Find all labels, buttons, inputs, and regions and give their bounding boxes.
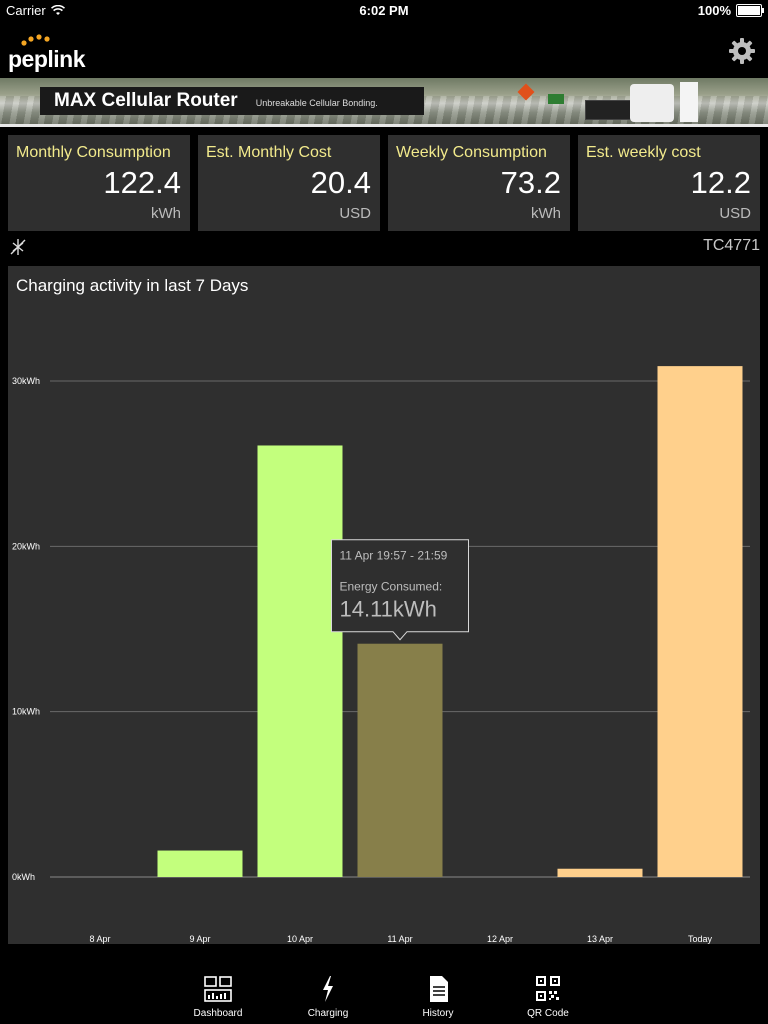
stat-unit: kWh (151, 205, 181, 222)
tab-label: History (422, 1008, 454, 1019)
qr-code-icon (536, 976, 560, 1001)
chart-tooltip: 11 Apr 19:57 - 21:59 Energy Consumed: 14.1… (331, 539, 469, 641)
status-bar: Carrier 6:02 PM 100% (0, 0, 768, 22)
tab-label: Charging (307, 1008, 349, 1019)
nav-bar: peplink (0, 22, 768, 78)
tooltip-box (331, 539, 469, 641)
y-tick-label: 20kWh (12, 541, 40, 551)
x-tick-label: 11 Apr (387, 934, 412, 944)
battery-icon (736, 4, 764, 17)
promo-banner[interactable]: MAX Cellular Router Unbreakable Cellular… (0, 78, 768, 124)
stat-label: Weekly Consumption (396, 144, 547, 161)
tab-charging[interactable]: Charging (288, 976, 368, 1019)
stat-label: Monthly Consumption (16, 144, 171, 161)
chart-bar[interactable] (657, 366, 743, 877)
stat-card-monthly-consumption: Monthly Consumption 122.4 kWh (8, 135, 190, 231)
charging-bar-chart[interactable]: 0kWh 10kWh 20kWh 30kWh 8 Apr 9 Apr 10 Apr 11 Ap… (8, 266, 760, 944)
gear-icon[interactable] (728, 37, 756, 65)
charging-chart-panel: 0kWh 10kWh 20kWh 30kWh 8 Apr 9 Apr 10 Apr 11 Ap… (8, 266, 760, 944)
stat-label: Est. Monthly Cost (206, 144, 332, 161)
stat-unit: USD (719, 205, 751, 222)
stat-card-weekly-cost: Est. weekly cost 12.2 USD (578, 135, 760, 231)
x-tick-label: 8 Apr (89, 934, 110, 944)
y-tick-label: 10kWh (12, 707, 40, 717)
stat-value: 20.4 (310, 165, 371, 200)
chart-bar[interactable] (357, 643, 443, 877)
x-tick-label: Today (688, 934, 713, 944)
device-id: TC4771 (703, 237, 760, 254)
banner-title: MAX Cellular Router (54, 90, 238, 111)
x-tick-label: 9 Apr (189, 934, 210, 944)
tab-label: QR Code (527, 1008, 569, 1019)
tooltip-time-range: 11 Apr 19:57 - 21:59 (340, 549, 448, 563)
antenna-image-2 (680, 82, 698, 122)
stat-card-weekly-consumption: Weekly Consumption 73.2 kWh (388, 135, 570, 231)
chart-bar[interactable] (257, 445, 343, 877)
document-icon (430, 976, 448, 1002)
tab-history[interactable]: History (398, 976, 478, 1019)
logo-dots-icon (21, 34, 50, 46)
stat-value: 12.2 (690, 165, 751, 200)
stats-row: Monthly Consumption 122.4 kWh Est. Month… (8, 135, 760, 231)
tab-bar: Dashboard Charging History (0, 968, 768, 1024)
peplink-logo: peplink (8, 34, 88, 74)
tooltip-label: Energy Consumed: (340, 580, 443, 594)
y-tick-label: 30kWh (12, 376, 40, 386)
stat-value: 122.4 (103, 165, 181, 200)
device-row: TC4771 (8, 236, 760, 258)
carrier-label: Carrier (6, 3, 46, 18)
antenna-image (630, 84, 674, 122)
banner-caption: MAX Cellular Router Unbreakable Cellular… (40, 87, 424, 115)
wifi-icon (50, 5, 65, 15)
chart-title: Charging activity in last 7 Days (16, 276, 249, 295)
stat-unit: USD (339, 205, 371, 222)
stat-value: 73.2 (500, 165, 561, 200)
banner-divider (0, 124, 768, 127)
disconnected-plug-icon (10, 239, 26, 255)
x-tick-label: 10 Apr (287, 934, 313, 944)
stat-label: Est. weekly cost (586, 144, 701, 161)
tab-dashboard[interactable]: Dashboard (178, 976, 258, 1019)
chart-bar[interactable] (157, 850, 243, 877)
y-tick-label: 0kWh (12, 872, 35, 882)
chart-bar[interactable] (557, 868, 643, 877)
dashboard-icon (204, 976, 232, 1002)
carrier-indicator: Carrier (6, 3, 65, 18)
tab-qr-code[interactable]: QR Code (508, 976, 588, 1019)
banner-subtitle: Unbreakable Cellular Bonding. (255, 98, 378, 108)
x-tick-label: 13 Apr (587, 934, 613, 944)
battery-indicator: 100% (697, 3, 764, 18)
banner-road-sign-graphic (548, 94, 564, 104)
x-tick-label: 12 Apr (487, 934, 513, 944)
stat-card-monthly-cost: Est. Monthly Cost 20.4 USD (198, 135, 380, 231)
logo-text: peplink (8, 46, 86, 72)
tab-label: Dashboard (193, 1008, 243, 1019)
stat-unit: kWh (531, 205, 561, 222)
battery-percent: 100% (697, 3, 731, 18)
tooltip-value: 14.11kWh (340, 597, 437, 622)
clock: 6:02 PM (359, 3, 409, 18)
lightning-icon (323, 976, 333, 1002)
